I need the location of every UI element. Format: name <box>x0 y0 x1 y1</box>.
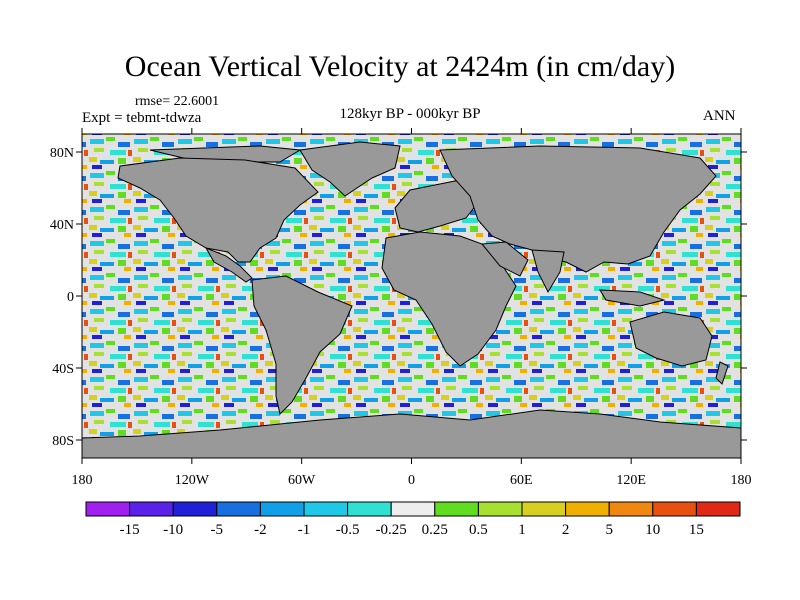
colorbar-swatch <box>521 501 567 517</box>
colorbar-label: 10 <box>645 522 660 538</box>
land-india <box>531 249 565 294</box>
colorbar-swatch <box>695 501 741 517</box>
colorbar-swatch <box>347 501 392 517</box>
land-south-america <box>251 275 353 415</box>
colorbar-swatch <box>608 501 654 517</box>
lat-label: 80N <box>50 146 74 161</box>
lon-label: 60W <box>288 473 316 488</box>
land-australia <box>629 311 713 367</box>
colorbar-label: -5 <box>211 522 224 538</box>
colorbar-label: 15 <box>689 522 704 538</box>
rmse-label: rmse= 22.6001 <box>135 94 220 109</box>
land-central-america <box>204 247 253 283</box>
land-north-america <box>117 157 319 263</box>
period-label: 128kyr BP - 000kyr BP <box>339 106 481 122</box>
land-arabia <box>481 241 529 277</box>
colorbar-swatch <box>434 501 479 517</box>
colorbar-label: 1 <box>518 522 526 538</box>
lon-label: 120W <box>175 473 210 488</box>
colorbar-label: -0.5 <box>336 522 360 538</box>
lon-label: 180 <box>731 473 752 488</box>
colorbar-swatch <box>172 501 218 517</box>
land-new-zealand <box>715 361 729 385</box>
colorbar-swatch <box>216 501 261 517</box>
colorbar-label: -15 <box>120 522 140 538</box>
lon-label: 180 <box>72 473 93 488</box>
land-africa <box>381 231 517 367</box>
colorbar-swatch <box>129 501 174 517</box>
colorbar-swatch <box>303 501 349 517</box>
colorbar-swatch <box>390 501 436 517</box>
colorbar-label: 0.25 <box>422 522 448 538</box>
colorbar-swatch <box>652 501 697 517</box>
colorbar <box>85 501 741 517</box>
colorbar-label: -2 <box>254 522 267 538</box>
colorbar-label: -0.25 <box>376 522 407 538</box>
map-title: Ocean Vertical Velocity at 2424m (in cm/… <box>124 50 676 83</box>
lat-label: 0 <box>67 290 74 305</box>
lat-label: 40N <box>50 218 74 233</box>
colorbar-swatch <box>477 501 523 517</box>
lon-label: 120E <box>616 473 646 488</box>
lon-label: 60E <box>510 473 533 488</box>
colorbar-label: 5 <box>605 522 613 538</box>
colorbar-label: 0.5 <box>469 522 488 538</box>
lat-label: 80S <box>52 434 74 449</box>
colorbar-swatch <box>85 501 131 517</box>
land-europe <box>394 177 481 233</box>
colorbar-label: -10 <box>163 522 183 538</box>
land-greenland <box>299 141 401 197</box>
land-asia <box>439 145 717 273</box>
lon-label: 0 <box>408 473 415 488</box>
lat-label: 40S <box>52 362 74 377</box>
land-maritime-southeast-asia <box>599 289 666 307</box>
experiment-label: Expt = tebmt-tdwza <box>82 110 202 126</box>
colorbar-swatch <box>259 501 305 517</box>
season-label: ANN <box>703 108 736 124</box>
colorbar-label: 2 <box>562 522 570 538</box>
colorbar-swatch <box>565 501 610 517</box>
colorbar-label: -1 <box>298 522 311 538</box>
